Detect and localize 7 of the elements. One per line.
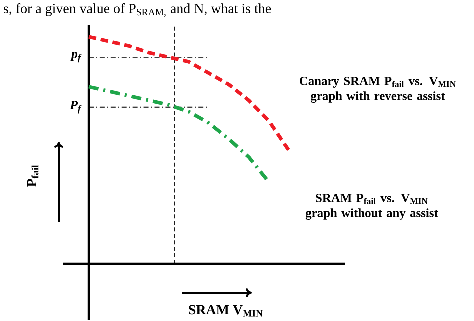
ref-line-label: p$_{f}$ bbox=[70, 52, 82, 63]
y-axis-title: P$_{fail}$ bbox=[27, 165, 39, 188]
x-axis-title: SRAM V$_{MIN}$ bbox=[189, 305, 263, 317]
ref-line-label: P$_{f}$ bbox=[70, 101, 82, 114]
text: SRAM P$_{fail}$ vs. V$_{MIN}$ graph without any assist bbox=[306, 194, 438, 220]
text: s, for a given value of P$_{SRAM,}$ and N, what is the bbox=[4, 4, 272, 17]
text: Canary SRAM P$_{fail}$ vs. V$_{MIN}$ graph with reverse assist bbox=[300, 77, 456, 103]
